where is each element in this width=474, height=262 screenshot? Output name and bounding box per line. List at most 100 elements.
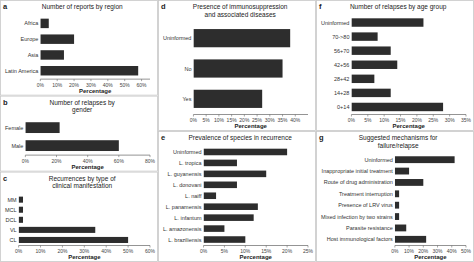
x-tick-label: 5% [364, 117, 372, 123]
bar [193, 29, 290, 47]
panel: b Number of relapses bygender Male Female 0%… [1, 96, 158, 171]
category-label: L. guyanensis [168, 171, 202, 177]
x-axis-line [351, 114, 466, 115]
panel-label: b [3, 98, 8, 107]
category-label: No [184, 66, 191, 72]
category-label: Yes [182, 96, 191, 102]
x-tick-label: 20% [52, 158, 63, 164]
x-axis-label: Percentage [71, 164, 104, 170]
bar [19, 217, 23, 223]
x-tick-label: 40% [447, 248, 458, 254]
category-label: L. donovani [173, 182, 201, 188]
bar [204, 160, 237, 167]
x-axis-label: Percentage [414, 254, 447, 260]
title: Number of reports by region [42, 3, 123, 11]
category-label: Male [11, 143, 23, 149]
title: Number of relapses by age group [350, 3, 447, 11]
bars [395, 156, 455, 242]
category-label: L. braziliensis [168, 237, 202, 243]
bar [395, 156, 455, 163]
category-label: 70->80 [332, 34, 349, 40]
x-axis-label: Percentage [240, 254, 273, 260]
bar [395, 179, 423, 186]
title: Presence of immunosuppressionand associa… [193, 3, 288, 18]
figure: aNumber of reports by regionLatin Americ… [0, 0, 474, 262]
category-label: Asia [28, 52, 40, 58]
x-tick-label: 40% [101, 248, 112, 254]
category-label: MM [7, 197, 17, 203]
category-label: Uninformed [364, 157, 392, 163]
x-tick-label: 60% [137, 82, 148, 88]
category-label: Africa [24, 20, 39, 26]
title: Recurrences by type ofclinical manifesta… [49, 175, 116, 190]
bar [351, 89, 390, 97]
x-tick-label: 0% [200, 248, 208, 254]
bar [204, 225, 225, 232]
category-label: Route of drug administration [324, 179, 393, 185]
bar [40, 66, 138, 75]
panel: e Prevalence of species in recurrence L. b… [159, 132, 316, 262]
category-label: Host immunological factors [327, 236, 393, 242]
bar [204, 182, 237, 189]
x-tick-label: 25% [428, 117, 439, 123]
x-axis-label: Percentage [79, 88, 112, 94]
x-tick-label: 0% [37, 82, 45, 88]
panel-label: d [161, 2, 166, 11]
bar [204, 171, 267, 178]
bars [40, 19, 138, 76]
bar [204, 236, 246, 243]
panel-border [1, 96, 158, 171]
bar [25, 122, 59, 133]
bar [395, 168, 409, 175]
x-tick-label: 20% [282, 248, 293, 254]
category-label: Presence of LRV virus [338, 202, 393, 208]
category-label: Mixed infection by two strains [321, 214, 393, 220]
category-label: MCL [5, 207, 17, 213]
x-tick-label: 5% [221, 248, 229, 254]
x-tick-label: 10% [36, 248, 47, 254]
x-tick-label: 50% [120, 82, 131, 88]
bar [193, 59, 282, 77]
bar [40, 34, 74, 43]
title: Prevalence of species in recurrence [188, 134, 292, 142]
panel-border [317, 1, 474, 131]
bars [193, 29, 290, 108]
x-tick-label: 10% [379, 117, 390, 123]
bar [351, 18, 423, 26]
category-label: Female [5, 125, 23, 131]
title: Suggested mechanisms forfailure/relapse [359, 134, 439, 150]
x-tick-label: 10% [52, 82, 63, 88]
x-tick-label: 0% [15, 248, 23, 254]
category-label: L. infantum [174, 215, 202, 221]
bar [204, 214, 254, 221]
x-tick-label: 50% [461, 248, 472, 254]
x-tick-label: 0% [22, 158, 30, 164]
category-label: Latin America [5, 68, 39, 74]
panel: cRecurrences by type ofclinical manifest… [1, 172, 158, 261]
x-tick-label: 35% [278, 117, 289, 123]
panel-border [1, 1, 158, 96]
bar [204, 192, 217, 199]
bar [351, 61, 397, 69]
x-tick-label: 40% [290, 117, 301, 123]
category-label: VL [10, 227, 17, 233]
category-label: Europe [21, 36, 39, 42]
x-tick-label: 50% [123, 248, 134, 254]
panel-label: e [161, 133, 165, 142]
x-axis-line [40, 79, 150, 80]
bars [351, 18, 443, 111]
x-tick-label: 10% [214, 117, 225, 123]
x-axis-line [204, 245, 308, 246]
category-label: 56+70 [334, 48, 349, 54]
x-tick-label: 35% [461, 117, 472, 123]
title: Number of relapses bygender [49, 99, 115, 115]
x-axis-line [395, 245, 466, 246]
bar [395, 190, 399, 197]
panel-border [159, 1, 316, 131]
x-axis-label: Percentage [235, 123, 268, 129]
bars [25, 122, 118, 151]
bar [40, 50, 64, 59]
bar [351, 32, 377, 40]
x-tick-label: 5% [203, 117, 211, 123]
x-tick-label: 0% [190, 117, 198, 123]
